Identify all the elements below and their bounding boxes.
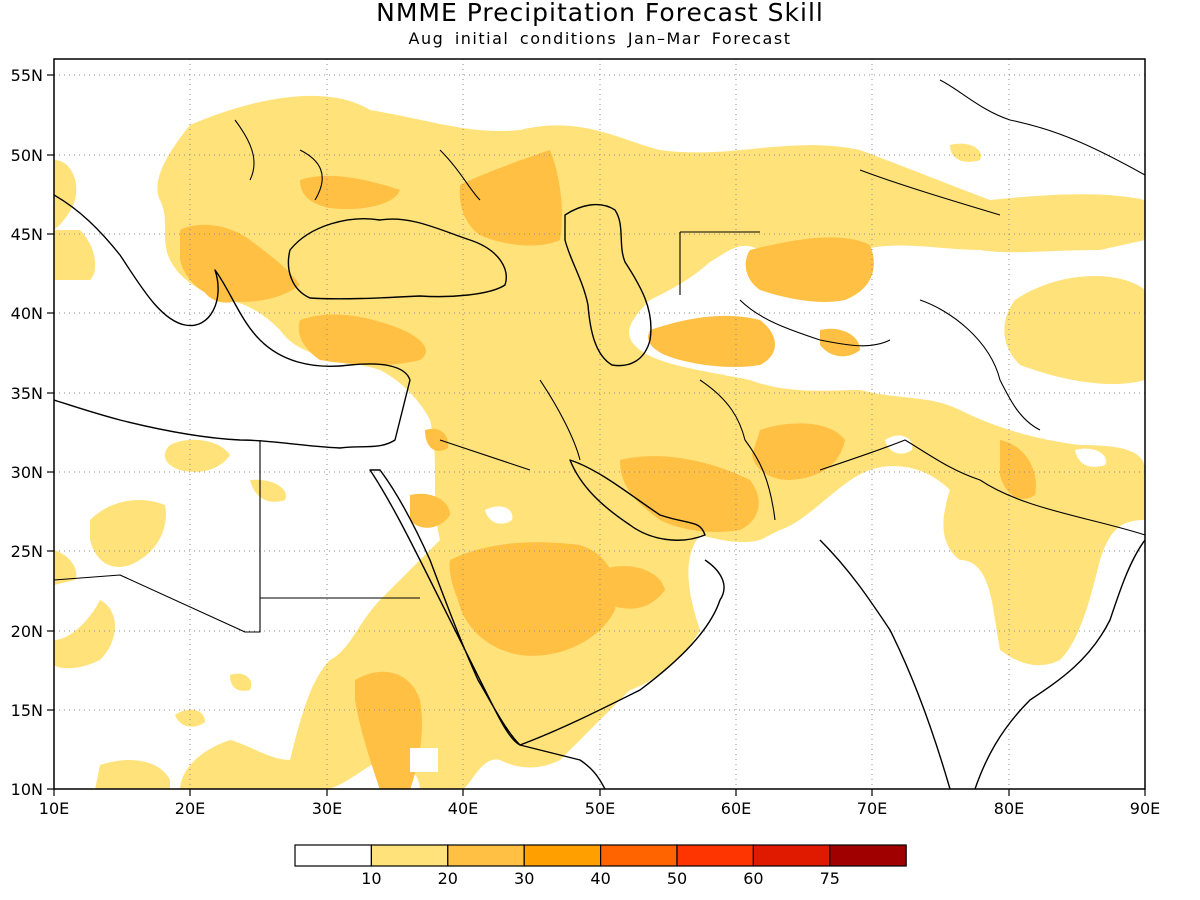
map-title: NMME Precipitation Forecast Skill: [376, 0, 824, 27]
lat-tick-label: 55N: [11, 66, 43, 85]
legend-label: 40: [590, 869, 610, 888]
caspian-sea-outline: [564, 203, 652, 367]
lat-tick-label: 45N: [11, 225, 43, 244]
lat-tick-label: 15N: [11, 701, 43, 720]
lat-tick-label: 50N: [11, 146, 43, 165]
axis-tick-marks: [47, 74, 1146, 796]
no-skill-gaps: [410, 435, 1106, 772]
central-asia-borders: [859, 79, 1145, 431]
legend-label: 75: [820, 869, 840, 888]
lon-tick-labels: 10E 20E 30E 40E 50E 60E 70E 80E 90E: [39, 799, 1160, 818]
north-mediterranean-coast: [54, 194, 411, 381]
lat-tick-label: 35N: [11, 384, 43, 403]
arabian-peninsula-coast: [519, 559, 725, 746]
lat-tick-label: 40N: [11, 304, 43, 323]
lat-tick-label: 20N: [11, 622, 43, 641]
color-legend: 10 20 30 40 50 60 75: [294, 844, 907, 888]
lon-tick-label: 70E: [857, 799, 887, 818]
lon-tick-label: 20E: [175, 799, 205, 818]
lat-tick-label: 10N: [11, 780, 43, 799]
legend-swatch: [523, 844, 602, 867]
lon-tick-label: 10E: [39, 799, 69, 818]
india-coast: [819, 539, 1145, 789]
legend-swatch: [447, 844, 525, 867]
lat-tick-labels: 10N 15N 20N 25N 30N 35N 40N 45N 50N 55N: [11, 66, 43, 799]
south-mediterranean-coast: [54, 379, 411, 449]
lon-tick-label: 80E: [994, 799, 1024, 818]
lon-tick-label: 50E: [585, 799, 615, 818]
legend-swatch: [599, 844, 678, 867]
legend-label: 30: [514, 869, 534, 888]
national-borders: [54, 119, 1145, 633]
lat-tick-label: 30N: [11, 463, 43, 482]
skill-shading: [54, 95, 1145, 789]
legend-label: 10: [361, 869, 381, 888]
coastlines: [54, 79, 1145, 789]
lon-tick-label: 60E: [721, 799, 751, 818]
persian-gulf-outline: [569, 459, 706, 541]
lon-tick-label: 30E: [312, 799, 342, 818]
skill-10-20-regions: [54, 95, 1145, 789]
lon-tick-label: 40E: [448, 799, 478, 818]
legend-swatch: [752, 844, 831, 867]
map-subtitle: Aug initial conditions Jan–Mar Forecast: [408, 29, 792, 48]
horn-of-africa-coast: [519, 744, 606, 789]
legend-label: 60: [743, 869, 763, 888]
skill-20-30-regions: [180, 150, 1036, 789]
red-sea-outline: [369, 469, 521, 746]
legend-swatch: [294, 844, 373, 867]
lon-tick-label: 90E: [1130, 799, 1160, 818]
legend-label: 50: [667, 869, 687, 888]
legend-swatch: [829, 844, 907, 867]
black-sea-outline: [287, 218, 507, 300]
legend-swatch: [370, 844, 449, 867]
lat-tick-label: 25N: [11, 542, 43, 561]
legend-label: 20: [438, 869, 458, 888]
legend-swatch: [676, 844, 755, 867]
